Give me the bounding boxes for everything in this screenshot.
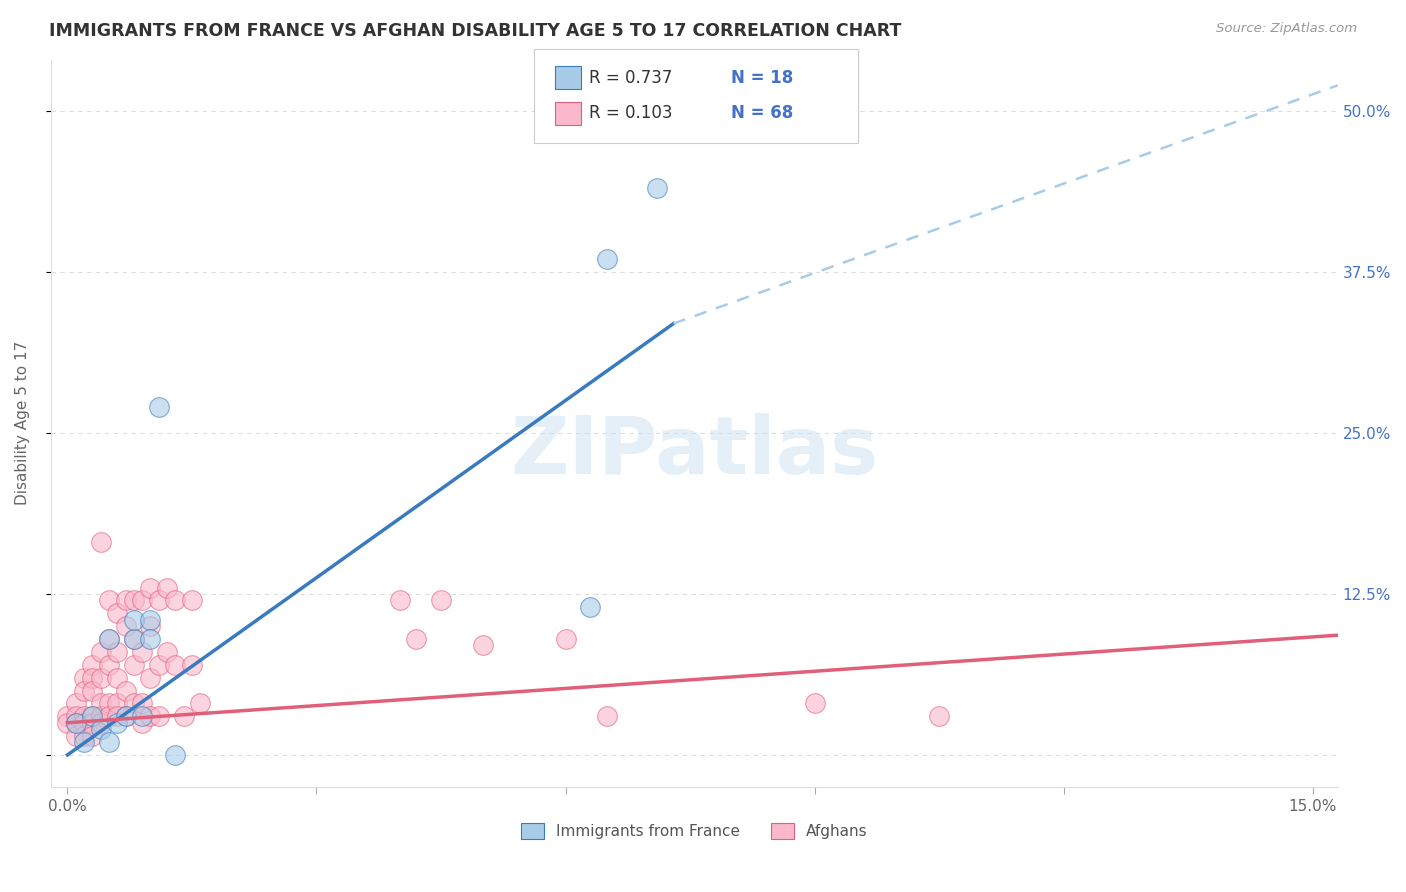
Text: N = 68: N = 68 <box>731 104 793 122</box>
Point <box>82 683 104 698</box>
Text: ZIPatlas: ZIPatlas <box>510 414 879 491</box>
Point <box>56 709 79 723</box>
Point <box>148 657 170 672</box>
Point <box>181 593 204 607</box>
Point <box>131 709 153 723</box>
Point <box>156 581 179 595</box>
Point <box>82 657 104 672</box>
Point <box>97 632 120 646</box>
Point <box>114 683 136 698</box>
Y-axis label: Disability Age 5 to 17: Disability Age 5 to 17 <box>15 342 30 506</box>
Point <box>165 747 187 762</box>
Point <box>139 619 162 633</box>
Point <box>105 715 128 730</box>
Point <box>65 709 87 723</box>
Point <box>105 607 128 621</box>
Text: N = 18: N = 18 <box>731 69 793 87</box>
Point <box>122 632 145 646</box>
Point <box>139 671 162 685</box>
Text: Source: ZipAtlas.com: Source: ZipAtlas.com <box>1216 22 1357 36</box>
Point <box>65 715 87 730</box>
Point <box>122 632 145 646</box>
Point <box>65 715 87 730</box>
Point <box>97 709 120 723</box>
Point <box>97 593 120 607</box>
Point <box>554 632 576 646</box>
Point <box>122 613 145 627</box>
Point <box>90 709 112 723</box>
Point <box>165 657 187 672</box>
Point <box>82 729 104 743</box>
Point <box>188 697 211 711</box>
Point <box>90 671 112 685</box>
Point <box>131 697 153 711</box>
Point <box>122 697 145 711</box>
Point <box>131 593 153 607</box>
Point <box>82 709 104 723</box>
Point <box>90 535 112 549</box>
Point <box>579 599 602 614</box>
Point <box>97 632 120 646</box>
Point <box>139 613 162 627</box>
Point <box>65 697 87 711</box>
Point <box>139 581 162 595</box>
Point <box>131 645 153 659</box>
Point <box>131 715 153 730</box>
Point <box>97 735 120 749</box>
Point <box>56 715 79 730</box>
Point <box>114 709 136 723</box>
Point <box>430 593 453 607</box>
Text: R = 0.737: R = 0.737 <box>589 69 672 87</box>
Point <box>73 683 96 698</box>
Point <box>148 593 170 607</box>
Point <box>73 709 96 723</box>
Point <box>82 715 104 730</box>
Point <box>181 657 204 672</box>
Point <box>139 632 162 646</box>
Point <box>82 709 104 723</box>
Point <box>105 697 128 711</box>
Point <box>405 632 427 646</box>
Point <box>73 671 96 685</box>
Point <box>90 697 112 711</box>
Point <box>156 645 179 659</box>
Point <box>90 645 112 659</box>
Point <box>928 709 950 723</box>
Point <box>148 401 170 415</box>
Point <box>82 671 104 685</box>
Point <box>122 593 145 607</box>
Point <box>139 709 162 723</box>
Point <box>122 657 145 672</box>
Point <box>73 735 96 749</box>
Point <box>645 181 668 195</box>
Point <box>173 709 195 723</box>
Point <box>596 252 619 267</box>
Point <box>105 709 128 723</box>
Point <box>65 729 87 743</box>
Point <box>90 722 112 736</box>
Point <box>105 645 128 659</box>
Point <box>471 639 494 653</box>
Point <box>114 593 136 607</box>
Point <box>73 729 96 743</box>
Point <box>97 657 120 672</box>
Point <box>90 715 112 730</box>
Point <box>596 709 619 723</box>
Point <box>105 671 128 685</box>
Point <box>803 697 825 711</box>
Point <box>73 715 96 730</box>
Text: R = 0.103: R = 0.103 <box>589 104 672 122</box>
Text: IMMIGRANTS FROM FRANCE VS AFGHAN DISABILITY AGE 5 TO 17 CORRELATION CHART: IMMIGRANTS FROM FRANCE VS AFGHAN DISABIL… <box>49 22 901 40</box>
Point <box>97 697 120 711</box>
Legend: Immigrants from France, Afghans: Immigrants from France, Afghans <box>515 817 873 845</box>
Point <box>388 593 411 607</box>
Point <box>114 709 136 723</box>
Point <box>114 619 136 633</box>
Point <box>165 593 187 607</box>
Point <box>148 709 170 723</box>
